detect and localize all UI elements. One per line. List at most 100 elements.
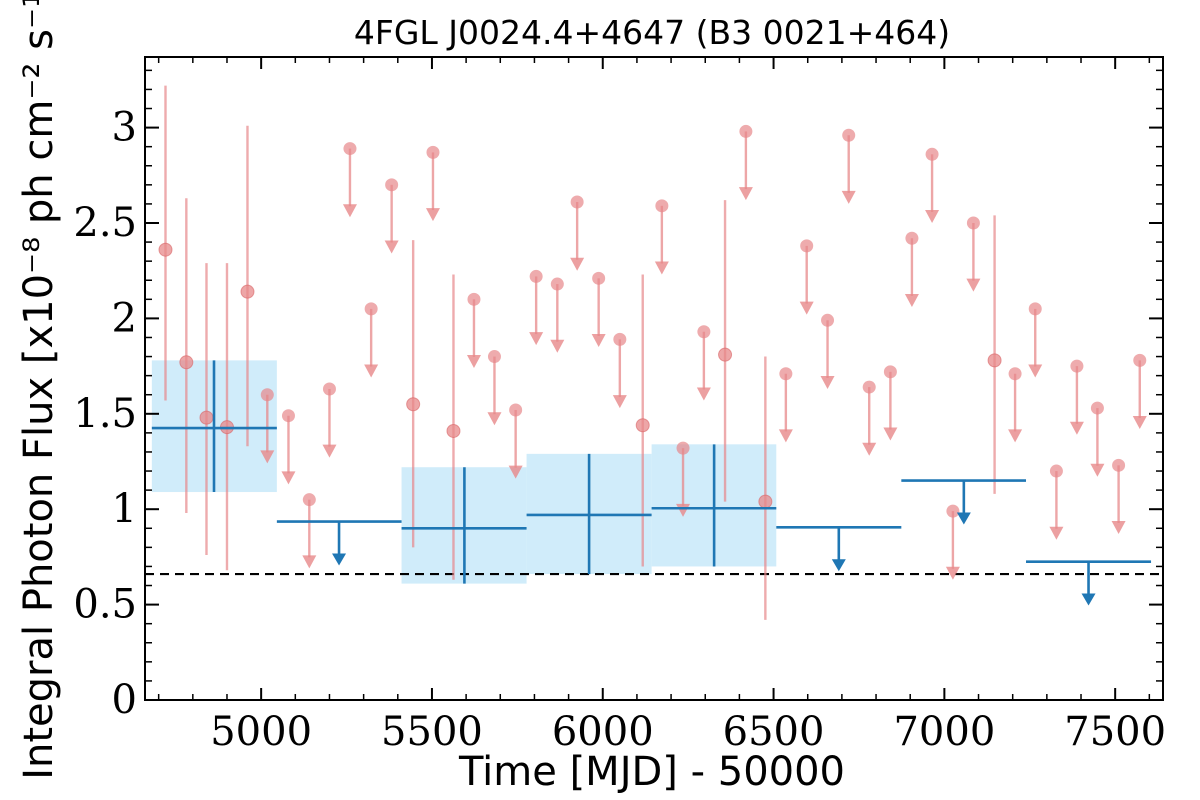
short-bin-upper-limit-21 bbox=[799, 239, 814, 315]
short-bin-detection-2 bbox=[199, 263, 214, 555]
short-bin-upper-limit-arrow bbox=[281, 471, 296, 485]
short-bin-series bbox=[158, 85, 1147, 620]
short-bin-detection-9 bbox=[758, 356, 773, 620]
short-bin-upper-limit-point bbox=[364, 302, 378, 316]
short-bin-upper-limit-10 bbox=[508, 403, 523, 479]
short-bin-upper-limit-point bbox=[302, 493, 316, 507]
short-bin-upper-limit-34 bbox=[1090, 401, 1105, 477]
short-bin-upper-limit-arrow bbox=[1069, 421, 1084, 435]
long-bin-upper-limit-2 bbox=[901, 479, 1027, 525]
short-bin-upper-limit-5 bbox=[364, 302, 379, 378]
short-bin-upper-limit-arrow bbox=[1111, 521, 1126, 535]
short-bin-upper-limit-arrow bbox=[799, 301, 814, 315]
short-bin-upper-limit-point bbox=[1008, 367, 1022, 381]
x-tick-label: 5000 bbox=[210, 709, 312, 755]
short-bin-upper-limit-point bbox=[385, 178, 399, 192]
short-bin-upper-limit-31 bbox=[1028, 302, 1043, 378]
short-bin-upper-limit-arrow bbox=[945, 566, 960, 580]
short-bin-upper-limit-point bbox=[487, 350, 501, 364]
y-tick-label: 3 bbox=[112, 105, 137, 151]
short-bin-upper-limit-2 bbox=[302, 493, 317, 569]
x-axis-label: Time [MJD] - 50000 bbox=[458, 749, 845, 795]
short-bin-upper-limit-point bbox=[467, 292, 481, 306]
short-bin-upper-limit-arrow bbox=[612, 395, 627, 409]
x-tick-label: 5500 bbox=[381, 709, 483, 755]
short-bin-upper-limit-point bbox=[1028, 302, 1042, 316]
short-bin-upper-limit-arrow bbox=[1090, 463, 1105, 477]
long-bin-series bbox=[151, 360, 1152, 606]
short-bin-upper-limit-point bbox=[592, 271, 606, 285]
short-bin-upper-limit-14 bbox=[591, 271, 606, 348]
short-bin-upper-limit-arrow bbox=[260, 450, 275, 464]
short-bin-upper-limit-36 bbox=[1132, 353, 1147, 430]
short-bin-detection-0 bbox=[158, 85, 173, 401]
short-bin-upper-limit-arrow bbox=[322, 444, 337, 458]
short-bin-upper-limit-arrow bbox=[342, 204, 357, 218]
short-bin-upper-limit-15 bbox=[612, 332, 627, 409]
long-bin-detection-1 bbox=[401, 467, 527, 584]
short-bin-detection-4 bbox=[240, 125, 255, 447]
y-tick-label: 0 bbox=[112, 677, 137, 723]
short-bin-upper-limit-arrow bbox=[778, 429, 793, 443]
short-bin-upper-limit-point bbox=[676, 441, 690, 455]
short-bin-upper-limit-6 bbox=[384, 178, 399, 254]
short-bin-upper-limit-22 bbox=[820, 313, 835, 389]
long-bin-detection-3 bbox=[651, 444, 777, 567]
short-bin-upper-limit-arrow bbox=[570, 257, 585, 271]
y-tick-label: 0.5 bbox=[73, 582, 137, 628]
short-bin-detection-8 bbox=[718, 200, 733, 502]
long-bin-detection-2 bbox=[526, 453, 652, 575]
y-axis-label: Integral Photon Flux [x10⁻⁸ ph cm⁻² s⁻¹] bbox=[16, 0, 62, 780]
y-tick-label: 2.5 bbox=[73, 200, 137, 246]
short-bin-detection-7 bbox=[635, 274, 650, 567]
short-bin-detection-10 bbox=[987, 215, 1002, 494]
short-bin-upper-limit-point bbox=[821, 313, 835, 327]
short-bin-upper-limit-8 bbox=[466, 292, 481, 369]
short-bin-upper-limit-point bbox=[655, 199, 669, 213]
y-tick-label: 1 bbox=[112, 486, 137, 532]
short-bin-upper-limit-arrow bbox=[841, 190, 856, 204]
short-bin-upper-limit-arrow bbox=[696, 387, 711, 401]
short-bin-upper-limit-28 bbox=[945, 504, 960, 580]
short-bin-upper-limit-25 bbox=[883, 365, 898, 441]
short-bin-upper-limit-arrow bbox=[550, 339, 565, 353]
long-bin-upper-limit-arrow bbox=[831, 559, 846, 572]
short-bin-upper-limit-11 bbox=[529, 269, 544, 346]
short-bin-upper-limit-point bbox=[842, 128, 856, 142]
short-bin-upper-limit-point bbox=[1049, 464, 1063, 478]
long-bin-detection-0 bbox=[151, 360, 277, 493]
chart-title: 4FGL J0024.4+4647 (B3 0021+464) bbox=[354, 13, 950, 52]
short-bin-upper-limit-arrow bbox=[364, 364, 379, 378]
long-bin-upper-limit-3 bbox=[1026, 560, 1152, 606]
short-bin-upper-limit-point bbox=[426, 145, 440, 159]
short-bin-detection-5 bbox=[406, 240, 421, 548]
short-bin-upper-limit-arrow bbox=[508, 465, 523, 479]
short-bin-upper-limit-point bbox=[883, 365, 897, 379]
long-bin-upper-limit-0 bbox=[276, 520, 402, 566]
y-tick-label: 2 bbox=[112, 295, 137, 341]
short-bin-upper-limit-point bbox=[260, 388, 274, 402]
short-bin-upper-limit-arrow bbox=[738, 187, 753, 201]
short-bin-upper-limit-arrow bbox=[820, 375, 835, 389]
short-bin-upper-limit-35 bbox=[1111, 458, 1126, 535]
short-bin-upper-limit-30 bbox=[1008, 367, 1023, 443]
short-bin-detection-1 bbox=[179, 198, 194, 514]
short-bin-upper-limit-0 bbox=[260, 388, 275, 464]
short-bin-upper-limit-arrow bbox=[925, 209, 940, 223]
short-bin-upper-limit-arrow bbox=[302, 555, 317, 569]
short-bin-point bbox=[446, 423, 461, 438]
short-bin-upper-limit-point bbox=[779, 367, 793, 381]
short-bin-upper-limit-24 bbox=[862, 380, 877, 456]
short-bin-upper-limit-19 bbox=[738, 124, 753, 201]
x-tick-label: 7000 bbox=[893, 709, 995, 755]
short-bin-upper-limit-point bbox=[281, 409, 295, 423]
y-tick-label: 1.5 bbox=[73, 391, 137, 437]
short-bin-upper-limit-29 bbox=[966, 216, 981, 292]
x-tick-label: 7500 bbox=[1064, 709, 1166, 755]
short-bin-upper-limit-arrow bbox=[904, 293, 919, 307]
short-bin-upper-limit-point bbox=[905, 231, 919, 245]
short-bin-upper-limit-23 bbox=[841, 128, 856, 204]
short-bin-point bbox=[635, 418, 650, 433]
short-bin-upper-limit-9 bbox=[487, 350, 502, 426]
short-bin-upper-limit-point bbox=[1070, 359, 1084, 373]
